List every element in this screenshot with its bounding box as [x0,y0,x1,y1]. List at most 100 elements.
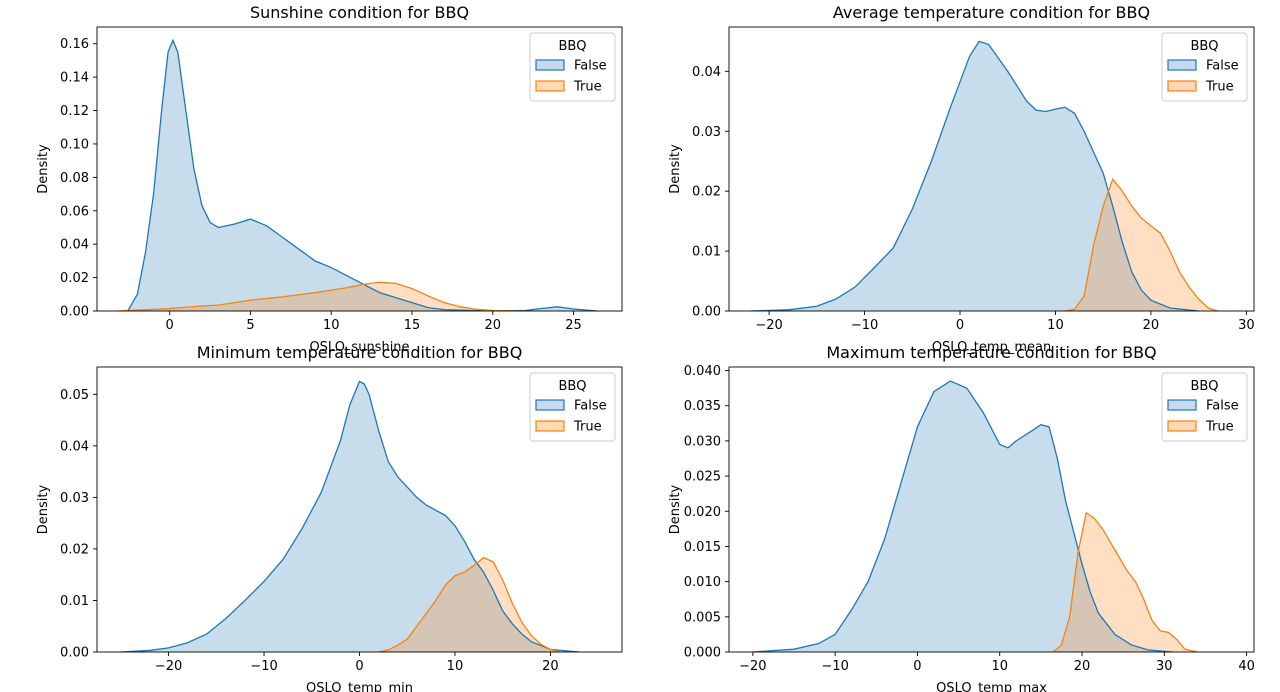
y-tick-label: 0.040 [684,364,721,379]
y-axis-label: Density [36,484,51,534]
chart-title: Minimum temperature condition for BBQ [197,343,523,362]
x-tick-label: 40 [1238,659,1255,674]
density-line-true [1052,511,1198,652]
legend-label-true: True [573,420,602,435]
legend-swatch-true [1167,420,1197,432]
legend-title: BBQ [1190,379,1218,394]
chart-title: Maximum temperature condition for BBQ [826,343,1156,362]
x-tick-label: 20 [484,318,501,333]
plot-area [120,380,580,652]
y-tick-label: 0.04 [60,238,89,253]
axes-frame [728,366,1255,653]
y-tick-label: 0.010 [684,575,721,590]
x-tick-label: 0 [355,659,363,674]
x-tick-label: −20 [755,318,782,333]
chart-4: −20 −10 0 10 20 30 40 0.000 0.005 0.010 0.015 0.020… [668,343,1255,692]
x-axis-label: OSLO_temp_mean [932,340,1051,355]
legend-swatch-false [1167,399,1197,411]
density-line-true [378,556,561,652]
legend: BBQ False True [1161,372,1248,442]
x-tick-label: 0 [956,318,964,333]
y-tick-label: 0.08 [60,171,89,186]
y-axis-label: Density [36,144,51,194]
axes-frame [96,26,623,312]
legend-swatch-false [535,399,565,411]
x-tick-label: 30 [1238,318,1255,333]
plot-area [752,380,1198,652]
y-tick-label: 0.06 [60,204,89,219]
x-axis-label: OSLO_temp_min [306,681,413,692]
legend-label-true: True [1205,80,1234,95]
density-fill-false [127,40,598,311]
density-fill-false [752,381,1173,652]
y-tick-label: 0.02 [60,271,89,286]
legend-swatch-false [1167,59,1197,71]
chart-title: Sunshine condition for BBQ [250,3,469,22]
x-tick-label: 25 [565,318,582,333]
x-tick-label: 10 [1047,318,1064,333]
density-line-true [1064,177,1218,311]
density-fill-false [750,41,1199,311]
x-tick-label: 30 [1156,659,1173,674]
x-tick-label: 20 [1143,318,1160,333]
y-tick-label: 0.02 [60,542,89,557]
x-tick-label: 0 [166,318,174,333]
legend-label-true: True [1205,420,1234,435]
legend-title: BBQ [558,379,586,394]
x-tick-label: 10 [447,659,464,674]
density-line-false [752,380,1173,652]
legend-title: BBQ [558,39,586,54]
density-fill-true [1053,512,1198,652]
legend-label-true: True [573,80,602,95]
y-tick-label: 0.03 [692,125,721,140]
y-tick-label: 0.14 [60,71,89,86]
density-fill-true [378,557,560,652]
y-tick-label: 0.16 [60,37,89,52]
x-tick-label: 0 [913,659,921,674]
legend-swatch-false [535,59,565,71]
y-tick-label: 0.00 [60,646,89,661]
chart-2: −20 −10 0 10 20 30 0.00 0.01 0.02 0.03 0.04 Density… [668,3,1255,355]
plot-area [749,40,1218,311]
y-tick-label: 0.02 [692,185,721,200]
x-axis-label: OSLO_sunshine [309,340,409,355]
x-tick-label: 10 [323,318,340,333]
chart-1: 0 5 10 15 20 25 0.00 0.02 0.04 0.06 0.08 0.10 0.12 0.… [36,3,623,355]
legend-swatch-true [535,80,565,92]
y-tick-label: 0.10 [60,137,89,152]
y-tick-label: 0.020 [684,505,721,520]
x-tick-label: −20 [739,659,766,674]
density-line-true [117,281,518,311]
y-tick-label: 0.04 [60,439,89,454]
y-tick-label: 0.025 [684,470,721,485]
density-line-false [120,380,580,652]
x-tick-label: 15 [404,318,421,333]
density-fill-true [1065,179,1218,311]
y-tick-label: 0.005 [684,610,721,625]
legend: BBQ False True [1161,32,1248,102]
y-tick-label: 0.035 [684,399,721,414]
y-tick-label: 0.00 [692,305,721,320]
x-tick-label: −10 [821,659,848,674]
legend-swatch-true [535,420,565,432]
legend: BBQ False True [529,372,616,442]
x-tick-label: 20 [1074,659,1091,674]
y-tick-label: 0.015 [684,540,721,555]
x-tick-label: 20 [542,659,559,674]
x-axis-label: OSLO_temp_max [936,681,1047,692]
legend-title: BBQ [1190,39,1218,54]
y-tick-label: 0.03 [60,491,89,506]
axes-frame [728,26,1255,312]
y-tick-label: 0.01 [692,245,721,260]
y-tick-label: 0.000 [684,646,721,661]
y-tick-label: 0.04 [692,65,721,80]
x-tick-label: 10 [991,659,1008,674]
y-axis-label: Density [668,484,683,534]
y-tick-label: 0.01 [60,594,89,609]
y-tick-label: 0.00 [60,305,89,320]
chart-title: Average temperature condition for BBQ [833,3,1150,22]
x-tick-label: 5 [246,318,254,333]
y-axis-label: Density [668,144,683,194]
x-tick-label: −10 [851,318,878,333]
